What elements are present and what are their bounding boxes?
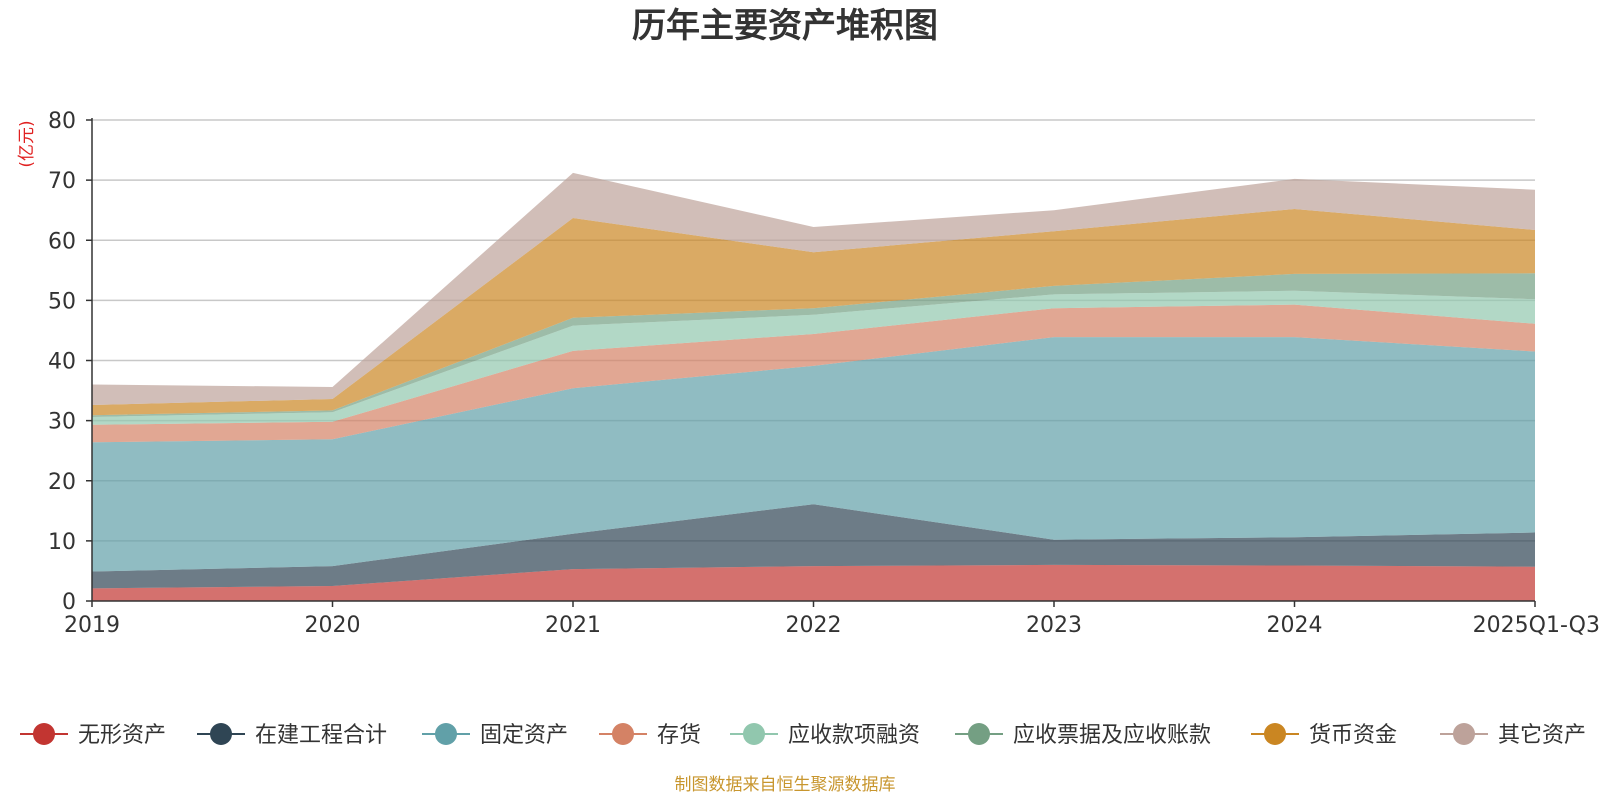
legend: 无形资产 在建工程合计 固定资产 存货 应收款项融资 应收票据及应收账款 货币资金 其它资产: [20, 723, 1586, 748]
legend-marker: [435, 723, 457, 745]
y-tick-label: 80: [48, 109, 76, 134]
legend-label: 无形资产: [78, 723, 166, 748]
area-series-4: [92, 290, 1535, 425]
y-tick-label: 40: [48, 350, 76, 375]
x-tick-label: 2021: [545, 613, 601, 638]
y-tick-label: 30: [48, 410, 76, 435]
legend-item-3[interactable]: 存货: [599, 723, 701, 748]
legend-marker: [1453, 723, 1475, 745]
legend-label: 应收款项融资: [788, 723, 920, 748]
y-tick-label: 70: [48, 169, 76, 194]
legend-marker: [210, 723, 232, 745]
area-series-6: [92, 209, 1535, 416]
x-tick-label: 2022: [786, 613, 842, 638]
x-tick-label: 2024: [1267, 613, 1323, 638]
data-source-note: 制图数据来自恒生聚源数据库: [675, 775, 896, 795]
y-tick-label: 20: [48, 470, 76, 495]
area-series: [92, 172, 1535, 601]
legend-label: 固定资产: [480, 723, 568, 748]
legend-item-2[interactable]: 固定资产: [422, 723, 568, 748]
legend-item-7[interactable]: 其它资产: [1440, 723, 1586, 748]
y-axis-unit-label: (亿元): [17, 120, 37, 167]
legend-marker: [1264, 723, 1286, 745]
area-series-2: [92, 337, 1535, 572]
axes: 0 10 20 30 40 50 60 70 80 2019 2020 2021 2022 2023 202…: [48, 109, 1600, 638]
y-tick-label: 60: [48, 229, 76, 254]
area-series-7: [92, 172, 1535, 405]
legend-marker: [33, 723, 55, 745]
legend-item-4[interactable]: 应收款项融资: [730, 723, 920, 748]
x-tick-label: 2020: [305, 613, 361, 638]
x-tick-label: 2019: [64, 613, 120, 638]
x-tick-label: 2025Q1-Q3: [1473, 613, 1600, 638]
area-series-5: [92, 273, 1535, 417]
labels: 历年主要资产堆积图 (亿元) 制图数据来自恒生聚源数据库: [17, 6, 938, 795]
y-tick-label: 0: [62, 590, 76, 615]
legend-label: 货币资金: [1309, 723, 1397, 748]
area-series-0: [92, 564, 1535, 601]
legend-marker: [743, 723, 765, 745]
legend-item-1[interactable]: 在建工程合计: [197, 723, 387, 748]
area-series-3: [92, 304, 1535, 443]
legend-item-0[interactable]: 无形资产: [20, 723, 166, 748]
legend-marker: [612, 723, 634, 745]
legend-label: 应收票据及应收账款: [1013, 723, 1211, 748]
area-series-1: [92, 504, 1535, 589]
y-tick-label: 50: [48, 289, 76, 314]
y-tick-label: 10: [48, 530, 76, 555]
chart-title: 历年主要资产堆积图: [632, 6, 938, 46]
legend-item-5[interactable]: 应收票据及应收账款: [955, 723, 1211, 748]
legend-label: 存货: [657, 723, 701, 748]
legend-label: 在建工程合计: [255, 723, 387, 748]
legend-label: 其它资产: [1498, 723, 1586, 748]
legend-item-6[interactable]: 货币资金: [1251, 723, 1397, 748]
x-tick-label: 2023: [1026, 613, 1082, 638]
legend-marker: [968, 723, 990, 745]
